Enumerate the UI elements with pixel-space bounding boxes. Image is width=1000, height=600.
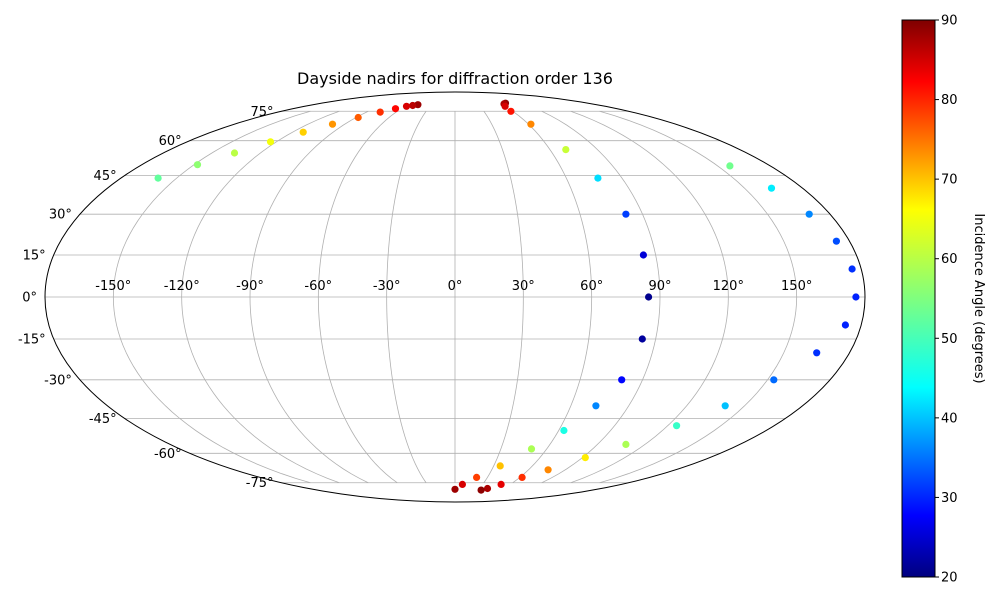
data-point [527,445,536,453]
data-point [721,402,729,410]
chart-title: Dayside nadirs for diffraction order 136 [297,69,613,88]
latitude-tick-label: 15° [23,249,46,264]
data-point [477,486,485,494]
data-point [497,480,505,488]
data-point [726,162,734,170]
data-points [154,99,860,494]
colorbar-gradient [901,19,936,578]
latitude-tick-label: 45° [94,169,117,184]
data-point [496,462,504,470]
data-point [841,321,850,329]
data-point [673,422,681,430]
colorbar: 20 30 40 50 60 70 80 90 Incidence Angle (degree… [901,14,986,586]
data-point [451,485,459,493]
longitude-tick-label: -150° [95,279,131,294]
data-point [458,480,466,488]
longitude-tick-label: 120° [713,279,744,294]
longitude-tick-label: -60° [304,279,332,294]
latitude-tick-label: 30° [49,208,72,223]
data-point [813,349,821,357]
data-point [230,149,239,157]
longitude-tick-label: 0° [448,279,463,294]
data-point [618,376,626,384]
data-point [622,440,630,448]
latitude-tick-labels: 75° 60° 45° 30° 15° 0° -15° -30° -45° -60° -75° [18,105,274,491]
data-point [473,473,481,481]
data-point [767,184,776,192]
colorbar-ticks: 20 30 40 50 60 70 80 90 [935,14,958,586]
grid-meridian [483,111,524,483]
data-point [376,108,384,116]
data-point [581,454,589,462]
map-grid [45,110,865,484]
colorbar-tick-label: 40 [941,411,958,426]
data-point [832,237,841,245]
data-point [518,473,526,481]
latitude-tick-label: -30° [44,373,72,388]
data-point [527,120,535,128]
data-point [402,102,411,110]
colorbar-tick-label: 30 [941,491,958,506]
longitude-tick-labels: -150° -120° -90° -60° -30° 0° 30° 60° 90° 120° 150… [95,279,812,294]
data-point [852,293,860,301]
data-point [805,210,813,218]
colorbar-label: Incidence Angle (degrees) [971,213,986,383]
data-point [354,113,362,122]
colorbar-tick-label: 90 [941,14,958,29]
data-point [544,466,552,474]
longitude-tick-label: -30° [373,279,401,294]
longitude-tick-label: 60° [580,279,603,294]
grid-meridian [599,110,798,484]
data-point [391,105,400,113]
colorbar-tick-label: 80 [941,93,958,108]
data-point [483,484,492,493]
data-point [409,101,417,110]
data-point [507,107,515,115]
longitude-tick-label: 30° [512,279,535,294]
map-outline [44,91,866,503]
data-point [848,265,856,273]
latitude-tick-label: 75° [250,105,273,120]
latitude-tick-label: 0° [22,291,37,306]
latitude-tick-label: -75° [246,476,274,491]
grid-meridian [570,110,729,484]
data-point [562,146,570,154]
data-point [770,376,778,384]
data-point [501,102,509,110]
grid-meridian [317,110,398,484]
colorbar-tick-label: 70 [941,173,958,188]
grid-meridian [181,110,340,484]
longitude-tick-label: 90° [648,279,671,294]
data-point [154,174,162,182]
latitude-tick-label: -60° [154,447,182,462]
data-point [193,161,202,169]
data-point [622,210,630,218]
data-point [594,174,602,182]
data-point [266,138,275,146]
data-point [638,335,646,343]
latitude-tick-label: -15° [18,333,46,348]
longitude-tick-label: -120° [164,279,200,294]
longitude-tick-label: -90° [236,279,264,294]
grid-meridian [249,110,369,484]
grid-meridian [541,110,661,484]
colorbar-tick-label: 60 [941,252,958,267]
data-point [592,402,600,410]
data-point [560,426,568,435]
data-point [639,251,648,259]
grid-meridian [386,111,427,483]
longitude-tick-label: 150° [781,279,812,294]
grid-meridian [512,110,593,484]
colorbar-tick-label: 50 [941,332,958,347]
data-point [299,128,307,136]
latitude-tick-label: -45° [89,412,117,427]
colorbar-tick-label: 20 [941,571,958,586]
latitude-tick-label: 60° [159,134,182,149]
data-point [645,293,653,301]
data-point [328,120,337,128]
